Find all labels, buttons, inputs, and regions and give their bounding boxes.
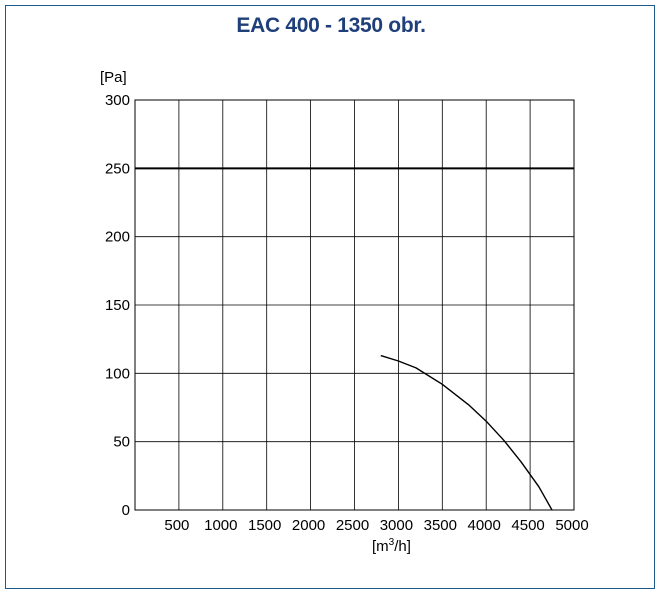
x-tick-label: 2000 bbox=[292, 517, 325, 534]
chart-title: EAC 400 - 1350 obr. bbox=[236, 14, 426, 37]
x-tick-label: 3000 bbox=[380, 517, 413, 534]
chart-frame bbox=[5, 5, 655, 589]
x-tick-label: 4000 bbox=[468, 517, 501, 534]
x-tick-label: 1500 bbox=[248, 517, 281, 534]
x-tick-labels: 500 1000 1500 2000 2500 3000 3500 4000 4500 5000 bbox=[164, 517, 588, 534]
x-tick-label: 3500 bbox=[424, 517, 457, 534]
y-tick-label: 100 bbox=[105, 365, 130, 382]
y-tick-label: 50 bbox=[113, 434, 130, 451]
y-tick-label: 250 bbox=[105, 160, 130, 177]
x-tick-label: 1000 bbox=[204, 517, 237, 534]
x-axis-label: [m3/h] bbox=[372, 537, 411, 555]
x-tick-label: 500 bbox=[164, 517, 189, 534]
curve-group bbox=[380, 354, 553, 511]
series-line bbox=[380, 354, 553, 511]
grid-lines bbox=[134, 99, 575, 511]
y-tick-label: 0 bbox=[122, 502, 130, 519]
y-tick-label: 150 bbox=[105, 297, 130, 314]
x-tick-label: 5000 bbox=[555, 517, 588, 534]
x-tick-label: 2500 bbox=[336, 517, 369, 534]
y-tick-labels: 0 50 100 150 200 250 300 bbox=[105, 92, 130, 519]
y-tick-label: 200 bbox=[105, 229, 130, 246]
y-tick-label: 300 bbox=[105, 92, 130, 109]
y-axis-label: [Pa] bbox=[100, 69, 127, 86]
plot-border bbox=[134, 99, 575, 511]
x-tick-label: 4500 bbox=[511, 517, 544, 534]
